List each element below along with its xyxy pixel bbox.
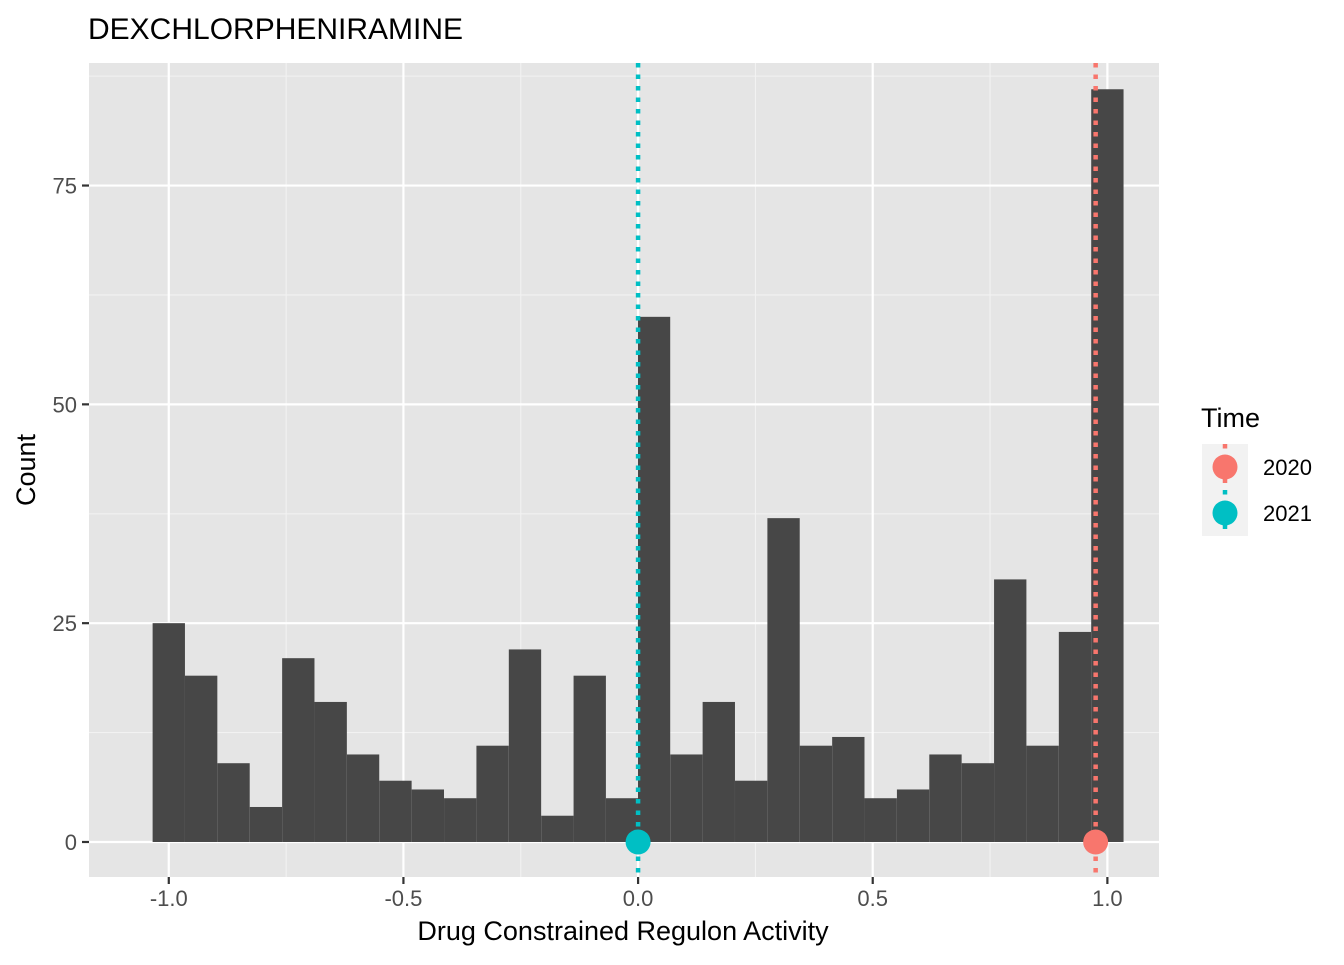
x-tick-label: -1.0: [150, 886, 188, 911]
marker-2020: [1083, 829, 1109, 855]
histogram-bar: [735, 780, 768, 842]
histogram-bar: [152, 623, 185, 842]
x-tick-label: 0.5: [857, 886, 888, 911]
x-axis: -1.0 -0.5 0.0 0.5 1.0: [150, 877, 1123, 911]
histogram-bar: [994, 579, 1027, 842]
y-tick-label: 25: [53, 611, 77, 636]
legend-label-2020: 2020: [1263, 455, 1312, 480]
histogram-bar: [346, 754, 380, 842]
minor-gridlines: [89, 63, 1159, 877]
x-axis-label: Drug Constrained Regulon Activity: [417, 916, 829, 946]
histogram-bars: [152, 89, 1124, 842]
histogram-bar: [1058, 631, 1092, 842]
x-tick-label: 0.0: [623, 886, 654, 911]
histogram-bar: [217, 763, 250, 842]
x-tick-label: 1.0: [1092, 886, 1123, 911]
y-tick-label: 75: [53, 174, 77, 199]
histogram-bar: [282, 658, 315, 842]
reference-lines: [635, 63, 1098, 877]
histogram-bar: [702, 701, 735, 842]
histogram-bar: [411, 789, 445, 842]
histogram-bar: [379, 780, 412, 842]
chart-title: DEXCHLORPHENIRAMINE: [88, 13, 463, 46]
y-axis-label: Count: [11, 433, 41, 506]
histogram-bar: [1026, 745, 1059, 842]
y-axis: 0 25 50 75: [53, 174, 89, 855]
legend-title: Time: [1201, 403, 1260, 433]
histogram-bar: [864, 798, 897, 842]
y-tick-label: 50: [53, 392, 77, 417]
histogram-bar: [184, 675, 218, 842]
histogram-bar: [314, 701, 347, 842]
histogram-bar: [444, 798, 477, 842]
histogram-bar: [573, 675, 606, 842]
histogram-bar: [541, 815, 574, 842]
y-tick-label: 0: [65, 830, 77, 855]
histogram-bar: [767, 518, 800, 842]
histogram-bar: [637, 316, 671, 842]
legend: Time 2020 2021: [1201, 403, 1312, 536]
legend-entries: 2020 2021: [1202, 444, 1312, 536]
plot-panel: [89, 63, 1159, 877]
histogram-bar: [961, 763, 995, 842]
histogram-bar: [508, 649, 542, 842]
histogram-bar: [832, 736, 865, 842]
histogram-bar: [799, 745, 833, 842]
marker-2021: [625, 829, 651, 855]
legend-dot-2021: [1212, 500, 1238, 526]
histogram-bar: [249, 806, 283, 842]
legend-label-2021: 2021: [1263, 501, 1312, 526]
histogram-bar: [476, 745, 509, 842]
histogram-bar: [896, 789, 930, 842]
histogram-bar: [929, 754, 962, 842]
histogram-bar: [670, 754, 703, 842]
time-markers: [625, 829, 1109, 855]
legend-dot-2020: [1212, 454, 1238, 480]
x-tick-label: -0.5: [384, 886, 422, 911]
